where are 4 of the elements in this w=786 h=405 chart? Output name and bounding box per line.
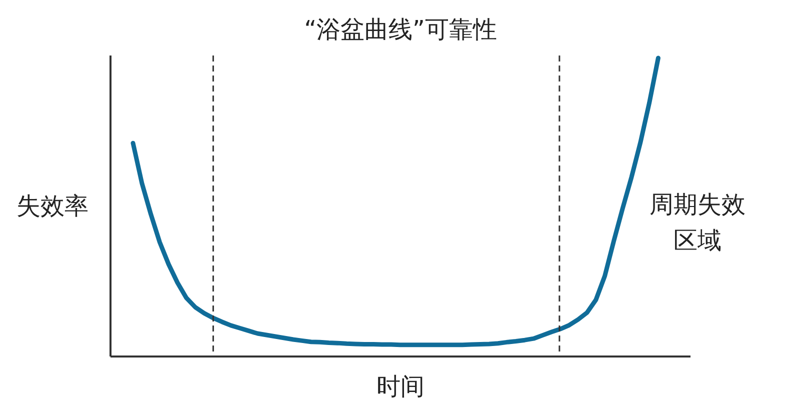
chart-title: “浴盆曲线”可靠性 (304, 16, 497, 44)
annotation: 周期失效区域 (650, 190, 746, 255)
y-axis-title: 失效率 (16, 192, 88, 220)
x-axis-title: 时间 (376, 372, 424, 400)
